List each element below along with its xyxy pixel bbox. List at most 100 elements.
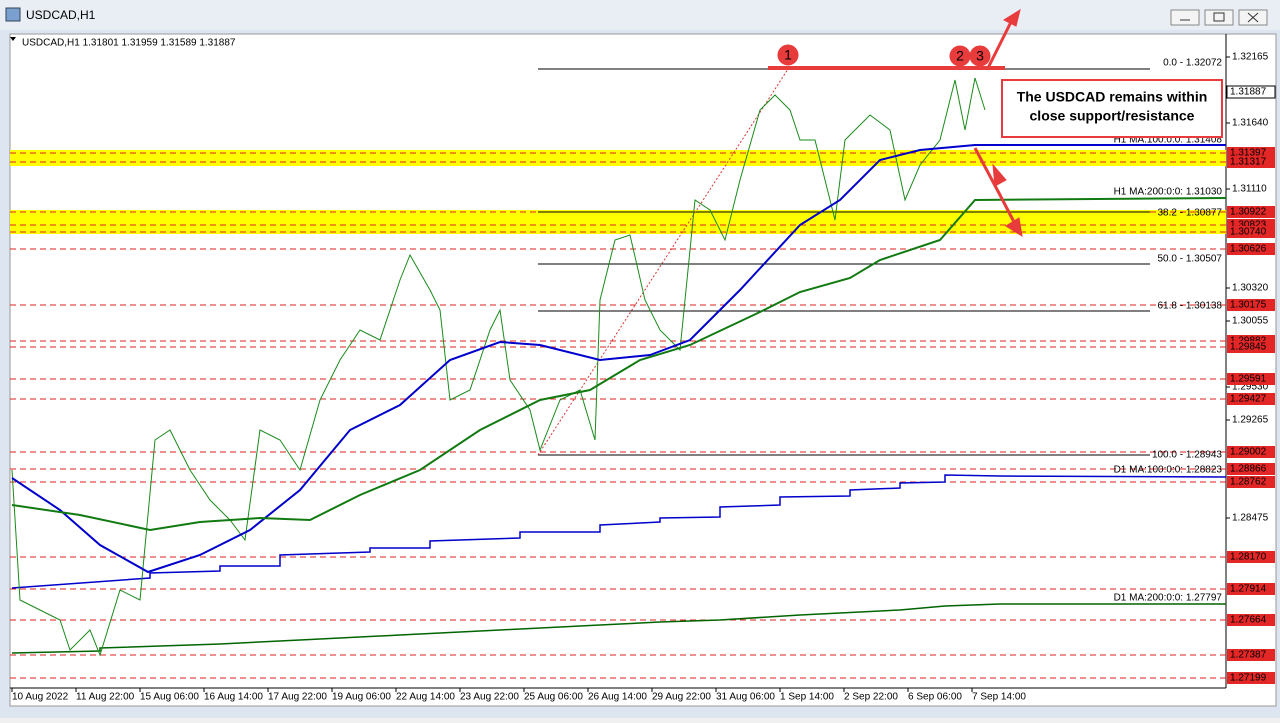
time-label: 26 Aug 14:00	[588, 692, 647, 703]
annotation-box	[1001, 79, 1223, 138]
price-label: 1.29530	[1232, 382, 1269, 393]
level-tag	[1227, 614, 1275, 626]
annotation-text: The USDCAD remains within close support/r…	[1017, 89, 1208, 124]
level-tag	[1227, 373, 1275, 385]
level-tag	[1227, 341, 1275, 353]
price-label: 1.29265	[1232, 415, 1269, 426]
d1-ma200-line	[11, 603, 1226, 654]
level-price-label: 1.30922	[1230, 207, 1267, 218]
level-tag	[1227, 649, 1275, 661]
level-lines	[10, 152, 1226, 679]
level-tag	[1227, 551, 1275, 563]
line-label: 61.8 - 1.30138	[1158, 301, 1223, 312]
level-price-label: 1.27387	[1230, 650, 1267, 661]
level-price-label: 1.30823	[1230, 220, 1267, 231]
time-label: 2 Sep 22:00	[844, 692, 898, 703]
current-price-label: 1.31887	[1230, 87, 1267, 98]
level-tag	[1227, 583, 1275, 595]
level-price-label: 1.29591	[1230, 374, 1267, 385]
support-band	[10, 150, 1226, 166]
time-label: 29 Aug 22:00	[652, 692, 711, 703]
d1-ma100-line	[11, 474, 1227, 589]
level-price-label: 1.30626	[1230, 244, 1267, 255]
time-label: 15 Aug 06:00	[140, 692, 199, 703]
time-label: 11 Aug 22:00	[76, 692, 135, 703]
level-tag	[1227, 226, 1275, 238]
marker-label: 3	[976, 48, 984, 64]
line-label: H1 MA:200:0:0: 1.31030	[1114, 187, 1223, 198]
level-tag	[1227, 446, 1275, 458]
level-price-label: 1.27199	[1230, 673, 1267, 684]
line-labels: 0.0 - 1.32072 H1 MA:100:0:0: 1.31408 H1 MA…	[1114, 58, 1223, 604]
marker-circle	[969, 45, 991, 67]
time-label: 25 Aug 06:00	[524, 692, 583, 703]
level-price-label: 1.31397	[1230, 148, 1267, 159]
marker-label: 2	[956, 48, 964, 64]
level-tag	[1227, 672, 1275, 684]
line-label: 0.0 - 1.32072	[1163, 58, 1222, 69]
time-label: 16 Aug 14:00	[204, 692, 263, 703]
annotation-line: The USDCAD remains within	[1017, 89, 1208, 105]
h1-ma200-line	[11, 197, 1227, 532]
line-label: D1 MA:100:0:0: 1.28823	[1114, 465, 1223, 476]
arrow-down	[973, 147, 1016, 223]
level-price-label: 1.28762	[1230, 477, 1267, 488]
price-path	[11, 77, 986, 657]
arrow-up	[986, 19, 1014, 69]
price-label: 1.32165	[1232, 52, 1269, 63]
window-controls	[1170, 9, 1268, 26]
marker-circle	[777, 44, 799, 66]
price-label: 1.31110	[1232, 184, 1267, 195]
time-label: 17 Aug 22:00	[268, 692, 327, 703]
line-label: D1 MA:200:0:0: 1.27797	[1114, 593, 1223, 604]
level-price-label: 1.29427	[1230, 394, 1267, 405]
price-label: 1.28475	[1232, 513, 1269, 524]
price-axis: 1.32165 1.31640 1.31110 1.30320 1.30055 1.295…	[1226, 52, 1276, 684]
level-price-label: 1.27664	[1230, 615, 1267, 626]
time-label: 22 Aug 14:00	[396, 692, 455, 703]
restore-icon	[1213, 12, 1225, 22]
support-band	[10, 210, 1226, 234]
line-label: 100.0 - 1.28943	[1152, 450, 1222, 461]
window-icon	[5, 7, 21, 22]
arrow-head	[1002, 8, 1021, 27]
arrow-head	[992, 163, 1007, 187]
level-tag	[1227, 476, 1275, 488]
line-label: 38.2 - 1.30877	[1158, 208, 1223, 219]
marker-label: 1	[784, 47, 792, 63]
level-price-label: 1.30740	[1230, 227, 1267, 238]
time-axis: 10 Aug 2022 11 Aug 22:00 15 Aug 06:00 16 Au…	[11, 688, 1026, 703]
line-label: 50.0 - 1.30507	[1158, 254, 1223, 265]
level-price-label: 1.28170	[1230, 552, 1267, 563]
minimize-button[interactable]	[1170, 9, 1200, 26]
close-icon	[1247, 12, 1259, 23]
header-arrow	[10, 37, 16, 41]
level-price-label: 1.27914	[1230, 584, 1267, 595]
symbol-info: USDCAD,H1 1.31801 1.31959 1.31589 1.3188…	[22, 38, 236, 49]
restore-button[interactable]	[1204, 9, 1234, 26]
line-label: H1 MA:100:0:0: 1.31408	[1114, 135, 1223, 146]
level-tag	[1227, 243, 1275, 255]
time-label: 19 Aug 06:00	[332, 692, 391, 703]
time-label: 6 Sep 06:00	[908, 692, 962, 703]
level-price-label: 1.29845	[1230, 342, 1267, 353]
window-title: USDCAD,H1	[26, 8, 96, 22]
time-label: 31 Aug 06:00	[716, 692, 775, 703]
h1-ma100-line	[11, 144, 1226, 574]
annotations	[768, 8, 1023, 238]
price-label: 1.31640	[1232, 118, 1269, 129]
title-bar	[0, 0, 1280, 30]
level-tag	[1227, 393, 1275, 405]
level-tag	[1227, 156, 1275, 168]
level-tag	[1227, 206, 1275, 218]
time-label: 1 Sep 14:00	[780, 692, 834, 703]
level-price-label: 1.30175	[1230, 300, 1267, 311]
price-label: 1.30055	[1232, 316, 1269, 327]
level-price-label: 1.28866	[1230, 464, 1267, 475]
price-label: 1.30320	[1232, 283, 1269, 294]
level-tag	[1227, 299, 1275, 311]
annotation-line: close support/resistance	[1030, 108, 1195, 124]
